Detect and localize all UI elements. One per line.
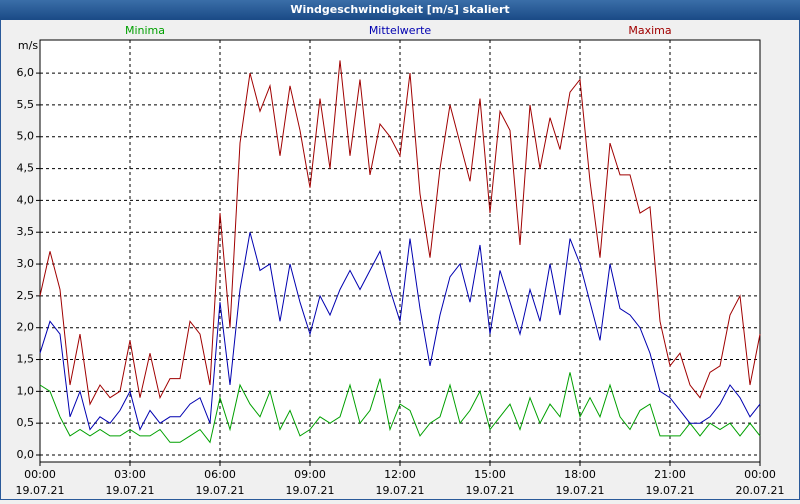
x-tick-date: 19.07.21 [106,484,155,497]
y-tick-label: 1,0 [17,384,35,397]
x-tick-label: 15:00 [474,468,506,481]
series-line [39,60,761,406]
x-tick-label: 21:00 [654,468,686,481]
x-tick-label: 00:00 [744,468,776,481]
series-line [39,372,761,444]
x-tick-label: 06:00 [204,468,236,481]
x-tick-date: 19.07.21 [556,484,605,497]
chart-title: Windgeschwindigkeit [m/s] skaliert [290,3,509,16]
title-bar [0,0,800,20]
x-tick-date: 19.07.21 [466,484,515,497]
x-tick-date: 19.07.21 [646,484,695,497]
x-tick-label: 18:00 [564,468,596,481]
x-tick-label: 03:00 [114,468,146,481]
x-tick-date: 20.07.21 [736,484,785,497]
y-tick-label: 1,5 [17,353,35,366]
x-tick-date: 19.07.21 [376,484,425,497]
y-tick-label: 3,5 [17,225,35,238]
y-axis-label: m/s [18,39,38,52]
y-tick-label: 2,5 [17,289,35,302]
x-tick-label: 00:00 [24,468,56,481]
y-tick-label: 5,0 [17,130,35,143]
x-tick-label: 12:00 [384,468,416,481]
y-tick-label: 6,0 [17,66,35,79]
y-tick-label: 0,5 [17,416,35,429]
y-tick-label: 2,0 [17,321,35,334]
legend-label: Maxima [628,24,671,37]
x-tick-date: 19.07.21 [16,484,65,497]
y-tick-label: 0,0 [17,448,35,461]
legend-label: Mittelwerte [369,24,432,37]
legend-label: Minima [125,24,165,37]
series-line [39,232,761,431]
x-tick-date: 19.07.21 [286,484,335,497]
x-tick-label: 09:00 [294,468,326,481]
y-tick-label: 5,5 [17,98,35,111]
y-tick-label: 4,5 [17,162,35,175]
x-tick-date: 19.07.21 [196,484,245,497]
y-tick-label: 3,0 [17,257,35,270]
y-tick-label: 4,0 [17,193,35,206]
